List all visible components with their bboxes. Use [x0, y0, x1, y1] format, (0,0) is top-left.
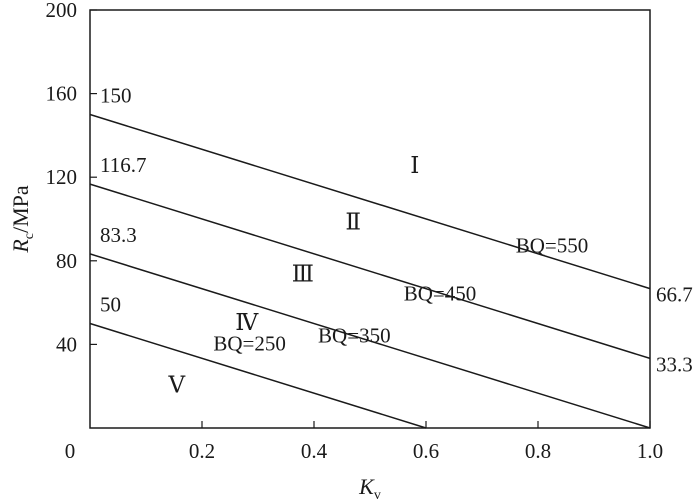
series-line [89, 183, 651, 360]
y-axis-title-sub: c [22, 233, 37, 239]
y-tick-label: 120 [46, 165, 78, 189]
y-axis-title-main: R [8, 239, 33, 254]
x-tick-label: 1.0 [637, 439, 663, 463]
series-line [89, 113, 651, 290]
region-label: Ⅱ [345, 209, 361, 234]
bq-label: BQ=550 [516, 233, 589, 257]
region-label: Ⅴ [167, 372, 185, 397]
axis-ticks: 0.2 0.4 0.6 0.8 1.0 40 80 120 160 200 [46, 0, 664, 463]
x-axis-title-sub: v [374, 488, 381, 502]
series-start-label: 150 [100, 84, 132, 108]
bq-label: BQ=250 [213, 332, 286, 356]
region-label: Ⅳ [235, 310, 259, 335]
y-tick-label: 200 [46, 0, 78, 22]
series-start-label: 50 [100, 293, 121, 317]
plot-frame [89, 9, 651, 429]
series-line [89, 322, 427, 429]
x-tick-label: 0.2 [189, 439, 215, 463]
y-tick-label: 160 [46, 82, 78, 106]
series-end-label: 33.3 [656, 352, 693, 376]
series-start-label: 116.7 [100, 153, 146, 177]
bq-label: BQ=450 [404, 282, 477, 306]
series-end-label: 66.7 [656, 283, 693, 307]
y-tick-label: 80 [56, 249, 77, 273]
region-label: Ⅲ [292, 262, 314, 287]
x-axis-title: Kv [358, 474, 381, 502]
origin-label: 0 [65, 439, 76, 463]
y-axis-title-unit: /MPa [8, 185, 33, 233]
x-tick-label: 0.8 [525, 439, 551, 463]
y-tick-label: 40 [56, 332, 77, 356]
series-line [89, 253, 651, 429]
x-tick-label: 0.4 [301, 439, 328, 463]
y-axis-title: Rc/MPa [8, 185, 37, 254]
x-tick-label: 0.6 [413, 439, 439, 463]
chart-labels: 150 66.7 116.7 33.3 83.3 50 BQ=550 BQ=450 BQ=350… [100, 84, 693, 398]
series-lines [89, 113, 651, 429]
bq-label: BQ=350 [318, 323, 391, 347]
region-label: Ⅰ [410, 153, 419, 178]
x-axis-title-main: K [358, 474, 375, 499]
series-start-label: 83.3 [100, 223, 137, 247]
